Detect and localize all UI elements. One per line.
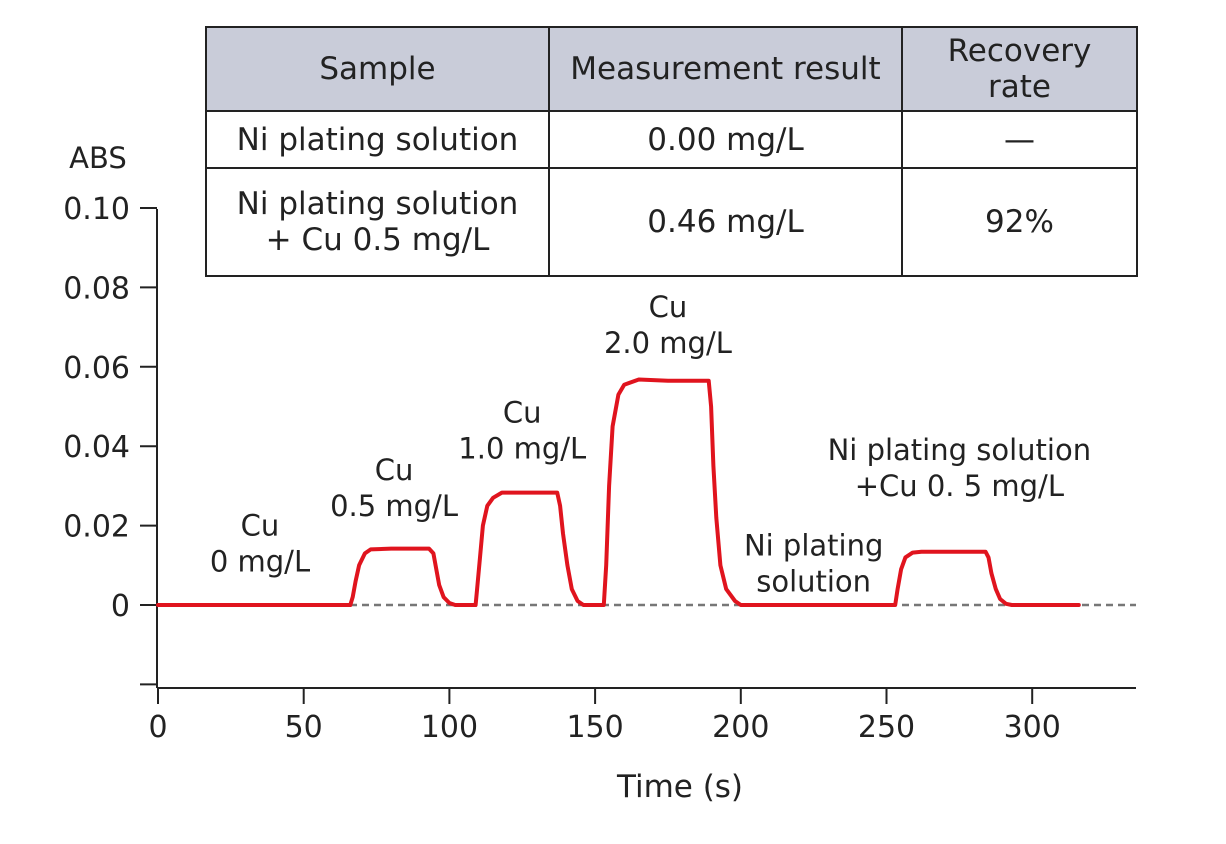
peak-annotation: Cu bbox=[241, 509, 280, 543]
peak-annotation: 2.0 mg/L bbox=[604, 326, 732, 360]
table-row: Ni plating solution 0.00 mg/L — bbox=[205, 110, 1138, 169]
peak-annotation: +Cu 0. 5 mg/L bbox=[855, 469, 1064, 503]
table-row: Ni plating solution + Cu 0.5 mg/L 0.46 m… bbox=[205, 167, 1138, 277]
table-cell-sample: Ni plating solution bbox=[205, 110, 550, 169]
table-cell-result: 0.00 mg/L bbox=[548, 110, 903, 169]
peak-annotation: 1.0 mg/L bbox=[458, 431, 586, 465]
header-sample: Sample bbox=[205, 26, 550, 112]
y-axis-label: ABS bbox=[69, 141, 127, 175]
table-cell-recovery: 92% bbox=[901, 167, 1138, 277]
x-tick-label: 300 bbox=[1004, 710, 1061, 745]
x-tick-label: 200 bbox=[712, 710, 769, 745]
y-tick-label: 0.02 bbox=[63, 510, 130, 545]
x-tick-label: 50 bbox=[285, 710, 323, 745]
y-tick-label: 0.06 bbox=[63, 351, 130, 386]
x-tick-label: 150 bbox=[566, 710, 623, 745]
table-cell-sample: Ni plating solution + Cu 0.5 mg/L bbox=[205, 167, 550, 277]
peak-annotation: Ni plating solution bbox=[828, 433, 1091, 467]
peak-annotation: 0 mg/L bbox=[210, 545, 310, 579]
results-table: Sample Measurement result Recovery rate … bbox=[205, 26, 1138, 277]
peak-annotation: Ni plating bbox=[744, 528, 883, 562]
y-tick-label: 0.04 bbox=[63, 430, 130, 465]
peak-annotation: 0.5 mg/L bbox=[330, 489, 458, 523]
y-tick-label: 0.10 bbox=[63, 192, 130, 227]
series-line bbox=[156, 377, 1081, 607]
header-measurement-result: Measurement result bbox=[548, 26, 903, 112]
x-axis-label: Time (s) bbox=[616, 769, 743, 805]
x-tick-label: 250 bbox=[858, 710, 915, 745]
table-cell-result: 0.46 mg/L bbox=[548, 167, 903, 277]
table-header-row: Sample Measurement result Recovery rate bbox=[205, 26, 1138, 112]
x-tick-label: 100 bbox=[421, 710, 478, 745]
peak-annotation: Cu bbox=[649, 290, 688, 324]
x-tick-label: 0 bbox=[148, 710, 167, 745]
table-cell-recovery: — bbox=[901, 110, 1138, 169]
header-recovery-rate: Recovery rate bbox=[901, 26, 1138, 112]
peak-annotation: Cu bbox=[375, 453, 414, 487]
peak-annotation: Cu bbox=[503, 395, 542, 429]
y-tick-label: 0.08 bbox=[63, 271, 130, 306]
y-tick-label: 0 bbox=[111, 589, 130, 624]
peak-annotation: solution bbox=[756, 564, 871, 598]
